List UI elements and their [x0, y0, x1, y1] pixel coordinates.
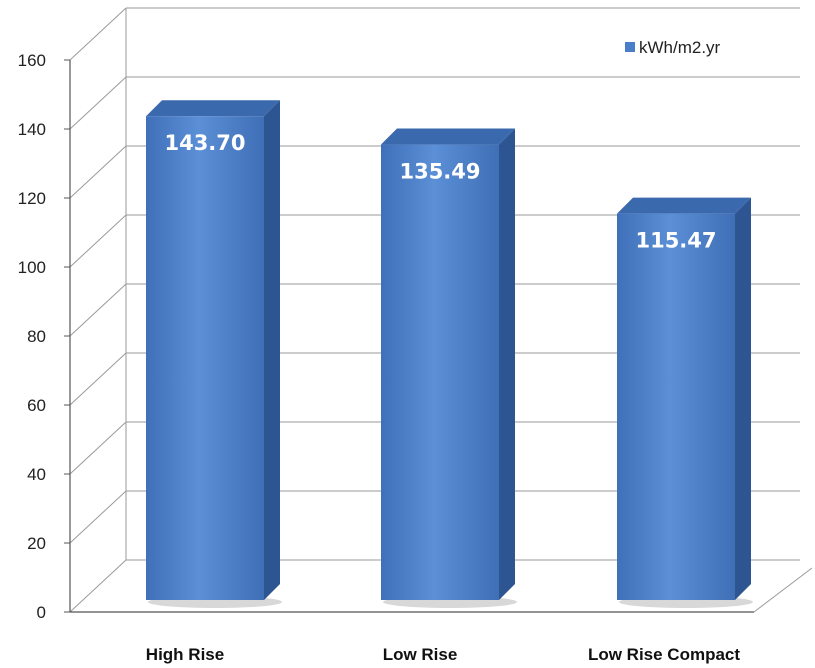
bars: 143.70 135.49 115.47	[146, 100, 753, 608]
data-label: 143.70	[164, 131, 245, 155]
bar-front	[146, 116, 264, 601]
y-tick-label: 140	[18, 120, 46, 139]
bar-side	[499, 128, 515, 600]
bar-front	[617, 213, 735, 601]
gridline-diagonal	[69, 145, 127, 199]
bar-top	[381, 128, 515, 145]
floor-edge	[753, 567, 813, 613]
gridline-diagonal	[69, 559, 127, 613]
x-tick-label: Low Rise	[383, 645, 458, 664]
gridline-diagonal	[69, 490, 127, 544]
y-tick-label: 160	[18, 51, 46, 70]
y-tick-label: 40	[27, 465, 46, 484]
bar-front	[381, 144, 499, 600]
data-label: 135.49	[399, 160, 480, 184]
bar: 135.49	[381, 128, 517, 608]
y-tick-label: 80	[27, 327, 46, 346]
y-tick-label: 0	[37, 603, 46, 622]
x-tick-label: High Rise	[146, 645, 224, 664]
gridline-diagonal	[69, 283, 127, 337]
bar-top	[617, 197, 751, 214]
legend: kWh/m2.yr	[625, 38, 721, 57]
legend-swatch	[625, 42, 635, 52]
gridline-diagonal	[69, 7, 127, 61]
y-axis: 0 20 40 60 80 100 120 140 160	[18, 51, 754, 622]
y-tick-label: 120	[18, 189, 46, 208]
legend-label: kWh/m2.yr	[639, 38, 721, 57]
y-tick-label: 60	[27, 396, 46, 415]
x-tick-label: Low Rise Compact	[588, 645, 740, 664]
gridline-diagonal	[69, 214, 127, 268]
bar-top	[146, 100, 280, 117]
gridline-diagonal	[69, 421, 127, 475]
y-tick-label: 100	[18, 258, 46, 277]
data-label: 115.47	[635, 229, 716, 253]
bar: 143.70	[146, 100, 282, 608]
x-axis: High Rise Low Rise Low Rise Compact	[146, 645, 741, 664]
gridline-diagonal	[69, 352, 127, 406]
y-tick-label: 20	[27, 534, 46, 553]
bar: 115.47	[617, 197, 753, 608]
bar-side	[264, 100, 280, 601]
bar-side	[735, 197, 751, 601]
gridline-diagonal	[69, 76, 127, 130]
